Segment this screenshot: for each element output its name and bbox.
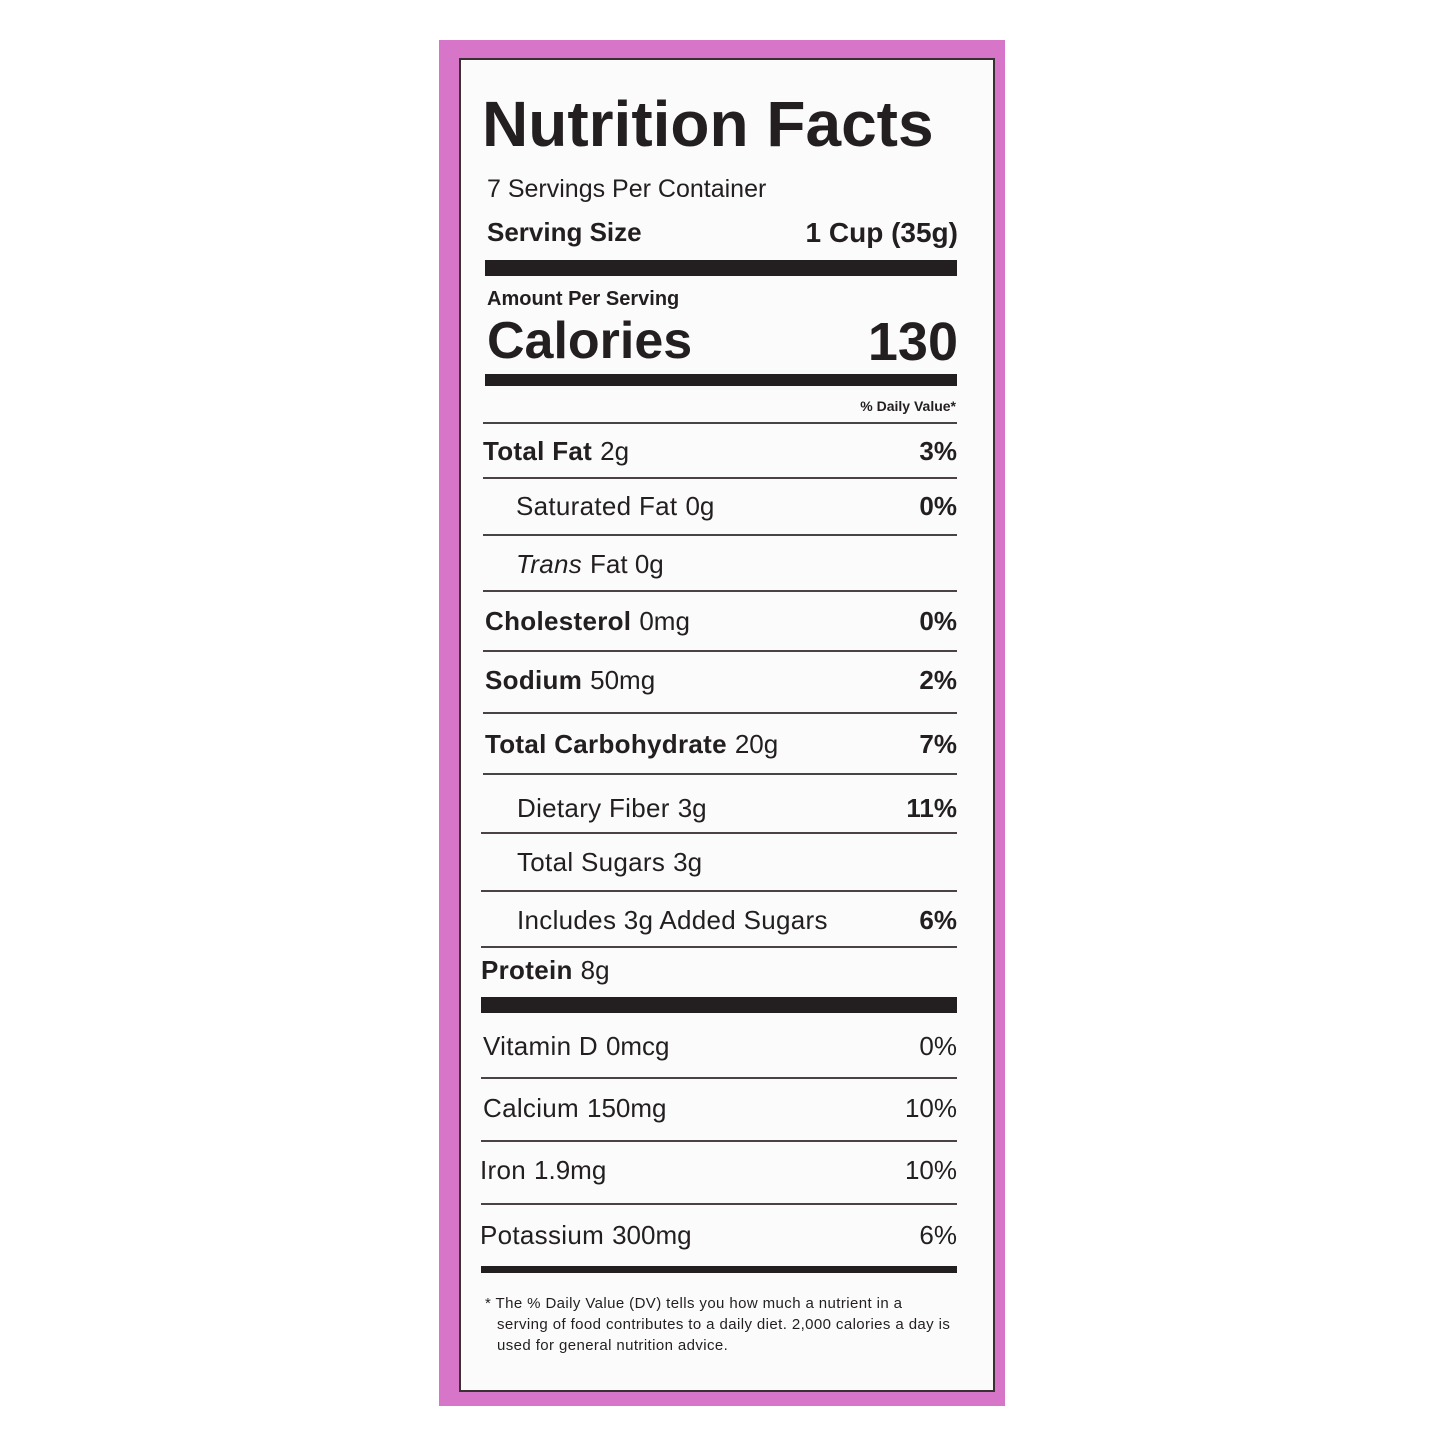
rule (483, 650, 957, 652)
rule (481, 832, 957, 834)
nutrient-amount: 8g (580, 955, 610, 985)
thick-rule (485, 374, 957, 386)
rule (483, 422, 957, 424)
rule (483, 477, 957, 479)
calories-label: Calories (487, 312, 693, 370)
nutrient-row: Iron 1.9mg 10% (480, 1150, 957, 1190)
nutrient-row: Dietary Fiber 3g 11% (483, 788, 957, 828)
nutrient-row: Potassium 300mg 6% (480, 1215, 957, 1255)
nutrient-name: Protein (481, 955, 573, 985)
nutrient-name: Iron (480, 1155, 527, 1185)
nutrient-name: Saturated Fat (516, 491, 678, 521)
rule (483, 590, 957, 592)
rule (483, 773, 957, 775)
nutrient-amount: 3g (673, 847, 703, 877)
nutrient-amount: 0mg (639, 606, 690, 636)
daily-value: 11% (906, 793, 957, 823)
rule (483, 712, 957, 714)
title: Nutrition Facts (482, 88, 934, 160)
rule (481, 1140, 957, 1142)
daily-value: 10% (904, 1155, 957, 1185)
servings: 7 Servings Per Container (487, 175, 767, 203)
footnote: * The % Daily Value (DV) tells you how m… (485, 1295, 951, 1354)
rule (481, 1077, 957, 1079)
daily-value: 0% (919, 606, 957, 636)
thick-rule (485, 260, 957, 276)
daily-value: 0% (919, 491, 957, 521)
nutrient-amount: 300mg (612, 1220, 692, 1250)
daily-value: 6% (919, 905, 957, 935)
nutrient-name: Calcium (483, 1093, 580, 1123)
calories-value: 130 (867, 312, 958, 372)
rule (481, 997, 957, 1013)
daily-value: 0% (919, 1031, 957, 1061)
nutrient-row: Cholesterol 0mg 0% (483, 601, 957, 641)
nutrient-amount: 150mg (587, 1093, 667, 1123)
daily-value: 2% (919, 665, 957, 695)
amount-per-serving: Amount Per Serving (487, 288, 680, 310)
nutrient-amount: 50mg (590, 665, 656, 695)
nutrient-name: Sodium (485, 665, 583, 695)
nutrient-name: Dietary Fiber (517, 793, 670, 823)
daily-value: 6% (919, 1220, 957, 1250)
nutrient-name: Potassium (480, 1220, 605, 1250)
nutrient-row: Calcium 150mg 10% (483, 1088, 957, 1128)
nutrient-amount: 1.9mg (534, 1155, 607, 1185)
daily-value: 10% (904, 1093, 957, 1123)
nutrient-amount: 20g (734, 729, 779, 759)
nutrient-row: Sodium 50mg 2% (483, 660, 957, 700)
rule (481, 946, 957, 948)
nutrient-row: Protein 8g (481, 950, 957, 990)
nutrient-name: Total Carbohydrate (485, 729, 727, 759)
rule (483, 534, 957, 536)
nutrient-row: Includes 3g Added Sugars 6% (483, 900, 957, 940)
nutrient-amount: 3g (677, 793, 707, 823)
rule (481, 1266, 957, 1273)
nutrient-row: Total Sugars 3g (483, 842, 957, 882)
nutrient-amount: 0g (685, 491, 715, 521)
nutrient-amount: 2g (600, 436, 630, 466)
nutrient-row: Total Carbohydrate 20g 7% (483, 724, 957, 764)
nutrient-row: Total Fat 2g 3% (483, 431, 957, 471)
daily-value: 7% (919, 729, 957, 759)
nutrient-name: Vitamin D (483, 1031, 598, 1061)
nutrient-row: Trans Fat 0g (483, 544, 957, 584)
daily-value-header: % Daily Value* (860, 398, 956, 414)
rule (481, 890, 957, 892)
nutrient-name: Cholesterol (485, 606, 632, 636)
nutrient-name: Total Sugars (517, 847, 666, 877)
label-card (459, 58, 995, 1392)
rule (481, 1203, 957, 1205)
serving-size-label: Serving Size (487, 217, 642, 247)
daily-value: 3% (919, 436, 957, 466)
nutrient-name: Trans (516, 549, 583, 579)
nutrient-row: Saturated Fat 0g 0% (483, 486, 957, 526)
nutrient-name: Includes 3g Added Sugars (517, 905, 828, 935)
serving-size-value: 1 Cup (35g) (805, 217, 958, 248)
nutrient-amount: Fat 0g (590, 549, 664, 579)
nutrient-name: Total Fat (483, 436, 593, 466)
nutrient-row: Vitamin D 0mcg 0% (483, 1026, 957, 1066)
nutrient-amount: 0mcg (605, 1031, 670, 1061)
